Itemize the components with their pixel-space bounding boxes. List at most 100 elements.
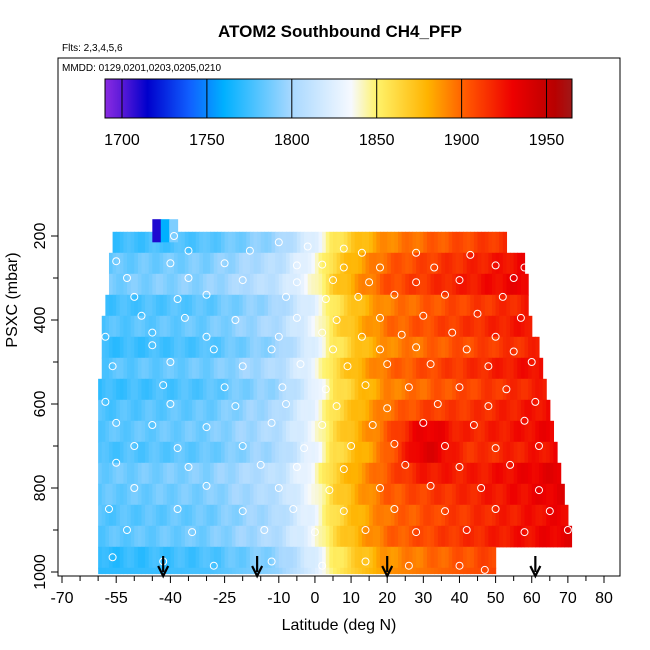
- heatmap-cell: [174, 399, 179, 422]
- heatmap-cell: [210, 441, 215, 464]
- heatmap-cell: [340, 252, 345, 275]
- heatmap-cell: [510, 441, 515, 464]
- heatmap-cell: [116, 420, 121, 443]
- heatmap-cell: [145, 504, 150, 527]
- heatmap-cell: [257, 252, 262, 275]
- sample-point: [455, 276, 464, 285]
- heatmap-cell: [195, 462, 200, 485]
- heatmap-cell: [188, 315, 193, 338]
- sample-point: [397, 330, 406, 339]
- heatmap-cell: [466, 231, 471, 254]
- heatmap-cell: [163, 252, 168, 275]
- heatmap-cell: [235, 294, 240, 317]
- heatmap-cell: [145, 420, 150, 443]
- heatmap-cell: [239, 441, 244, 464]
- heatmap-cell: [253, 441, 258, 464]
- heatmap-cell: [296, 294, 302, 317]
- heatmap-cell: [387, 315, 392, 338]
- heatmap-cell: [318, 252, 323, 275]
- heatmap-cell: [174, 231, 179, 254]
- latitude-marker-arrow: [157, 556, 170, 579]
- heatmap-cell: [372, 546, 377, 569]
- heatmap-cell: [452, 567, 457, 575]
- heatmap-cell: [170, 441, 175, 464]
- heatmap-cell: [170, 252, 175, 275]
- heatmap-cell: [123, 483, 128, 506]
- heatmap-cell: [448, 252, 453, 275]
- sample-point: [282, 400, 290, 408]
- heatmap-cell: [387, 504, 392, 527]
- heatmap-cell: [271, 378, 276, 401]
- heatmap-cell: [119, 420, 125, 443]
- heatmap-cell: [502, 399, 508, 422]
- heatmap-cell: [246, 441, 251, 464]
- heatmap-cell: [127, 441, 132, 464]
- heatmap-cell: [535, 462, 540, 485]
- heatmap-cell: [340, 483, 345, 506]
- heatmap-cell: [184, 399, 190, 422]
- heatmap-cell: [296, 504, 302, 527]
- heatmap-cell: [123, 336, 128, 359]
- heatmap-cell: [282, 462, 287, 485]
- heatmap-cell: [130, 441, 135, 464]
- heatmap-cell: [152, 567, 157, 575]
- heatmap-cell: [470, 336, 475, 359]
- heatmap-cell: [484, 336, 489, 359]
- heatmap-cell: [282, 252, 287, 275]
- heatmap-cell: [481, 504, 486, 527]
- heatmap-cell: [307, 483, 312, 506]
- heatmap-cell: [152, 462, 157, 485]
- heatmap-cell: [260, 420, 265, 443]
- heatmap-cell: [361, 399, 367, 422]
- heatmap-cell: [398, 252, 403, 275]
- heatmap-cell: [491, 336, 497, 359]
- heatmap-cell: [535, 525, 540, 548]
- heatmap-cell: [137, 483, 143, 506]
- heatmap-cell: [481, 273, 486, 296]
- sample-point: [527, 358, 536, 366]
- heatmap-cell: [535, 336, 540, 359]
- heatmap-cell: [264, 462, 269, 485]
- heatmap-cell: [528, 420, 533, 443]
- heatmap-cell: [231, 336, 237, 359]
- heatmap-cell: [119, 231, 125, 254]
- heatmap-cell: [213, 357, 218, 380]
- heatmap-cell: [184, 357, 190, 380]
- heatmap-cell: [152, 504, 157, 527]
- heatmap-cell: [127, 525, 132, 548]
- heatmap-cell: [376, 357, 381, 380]
- heatmap-cell: [188, 357, 193, 380]
- heatmap-cell: [181, 252, 186, 275]
- heatmap-cell: [181, 315, 186, 338]
- heatmap-cell: [477, 315, 482, 338]
- heatmap-cell: [459, 441, 464, 464]
- latitude-marker-arrow: [529, 556, 542, 579]
- heatmap-cell: [477, 357, 482, 380]
- heatmap-cell: [119, 273, 125, 296]
- sample-point: [535, 442, 543, 450]
- heatmap-cell: [448, 336, 453, 359]
- sample-point: [441, 507, 449, 516]
- heatmap-cell: [455, 231, 461, 254]
- heatmap-cell: [538, 462, 544, 485]
- heatmap-cell: [408, 441, 414, 464]
- heatmap-cell: [333, 231, 338, 254]
- heatmap-cell: [358, 252, 363, 275]
- x-tick-label: 80: [595, 590, 613, 607]
- heatmap-cell: [130, 420, 135, 443]
- heatmap-cell: [524, 273, 529, 296]
- heatmap-cell: [499, 420, 504, 443]
- heatmap-cell: [286, 546, 291, 569]
- heatmap-cell: [564, 504, 569, 527]
- heatmap-cell: [546, 399, 551, 422]
- heatmap-cell: [401, 294, 406, 317]
- heatmap-cell: [340, 441, 345, 464]
- heatmap-cell: [213, 525, 218, 548]
- heatmap-cell: [459, 504, 464, 527]
- heatmap-cell: [293, 252, 298, 275]
- heatmap-cell: [336, 504, 341, 527]
- heatmap-cell: [369, 567, 374, 575]
- heatmap-cell: [546, 420, 551, 443]
- heatmap-cell: [213, 399, 218, 422]
- heatmap-cell: [322, 525, 327, 548]
